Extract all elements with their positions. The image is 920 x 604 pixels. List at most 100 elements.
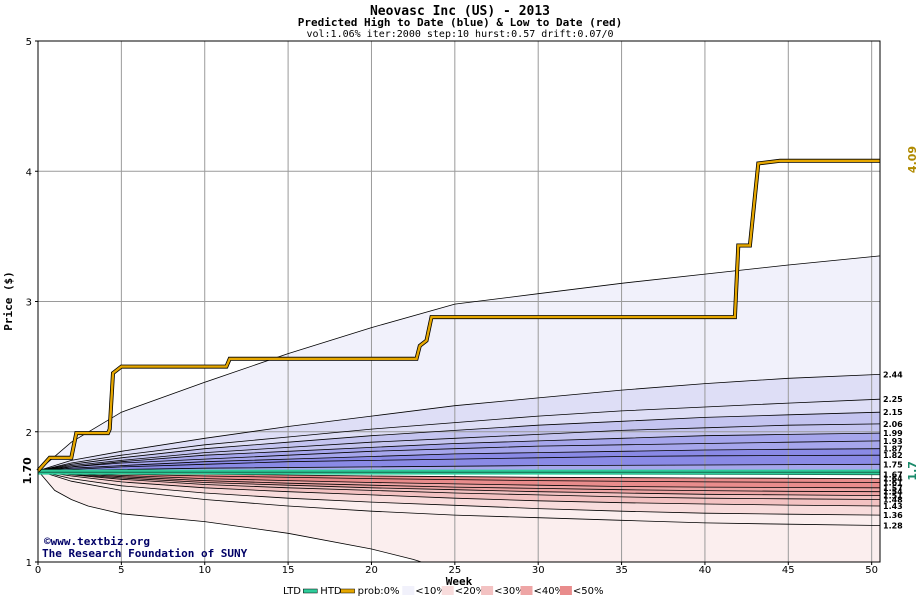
low-quantile-line-3	[37, 470, 881, 493]
credit-copyright: ©www.textbiz.org	[44, 535, 150, 548]
quantile-label-5: 1.99	[883, 429, 903, 438]
quantile-label-12: 1.61	[883, 479, 903, 488]
low-band-7	[38, 470, 880, 526]
quantile-label-1: 2.44	[883, 370, 903, 379]
low-band-1	[38, 470, 880, 488]
legend-p50-label: <50%	[573, 586, 604, 597]
high-quantile-line-9	[37, 463, 881, 472]
high-quantile-line-8	[37, 454, 881, 472]
high-band-0	[38, 255, 880, 471]
legend-prob-label: prob:0%	[358, 586, 400, 597]
legend-swatch-10	[402, 586, 415, 595]
high-quantile-line-2	[37, 398, 881, 472]
legend-swatch-20	[441, 586, 454, 595]
low-band-8	[38, 470, 880, 562]
y-tick-label-4: 5	[26, 37, 32, 48]
high-band-2	[38, 399, 880, 471]
high-quantile-line-7	[37, 448, 881, 472]
end-close-label: 1.7	[906, 461, 919, 481]
quantile-label-14: 1.54	[883, 488, 903, 497]
legend-ltd-label: LTD	[283, 586, 301, 597]
low-band-4	[38, 470, 880, 500]
x-tick-label-1: 5	[118, 565, 124, 576]
x-tick-label-4: 20	[365, 565, 378, 576]
high-quantile-line-0	[37, 255, 881, 472]
x-tick-label-5: 25	[448, 565, 461, 576]
low-quantile-line-2	[37, 470, 881, 489]
legend-htd-label: HTD	[320, 586, 342, 597]
x-tick-label-2: 10	[198, 565, 211, 576]
high-band-7	[38, 448, 880, 471]
y-tick-label-0: 1	[26, 558, 32, 569]
low-band-6	[38, 470, 880, 516]
legend-p10-label: <10%	[415, 586, 446, 597]
chart-title: Neovasc Inc (US) - 2013	[370, 4, 550, 19]
x-axis-label: Week	[446, 575, 473, 588]
low-quantile-line-7	[37, 470, 881, 516]
legend-swatch-30	[481, 586, 494, 595]
high-band-8	[38, 455, 880, 471]
legend-swatch-50	[559, 586, 572, 595]
high-band-3	[38, 412, 880, 471]
x-tick-label-6: 30	[532, 565, 545, 576]
low-quantile-line-4	[37, 470, 881, 496]
quantile-label-10: 1.67	[883, 471, 903, 480]
high-band-6	[38, 440, 880, 471]
legend-htd-swatch	[340, 588, 355, 594]
low-quantile-line-6	[37, 470, 881, 507]
quantile-label-18: 1.36	[883, 511, 903, 520]
quantile-label-8: 1.82	[883, 451, 903, 460]
chart-subtitle: Predicted High to Date (blue) & Low to D…	[298, 16, 623, 29]
low-quantile-line-9	[37, 470, 880, 563]
legend-swatch-40	[520, 586, 533, 595]
quantile-label-19: 1.28	[883, 522, 903, 531]
low-band-0	[38, 470, 880, 483]
legend-p20-label: <20%	[455, 586, 486, 597]
quantile-label-6: 1.93	[883, 437, 903, 446]
quantile-label-2: 2.25	[883, 395, 903, 404]
high-quantile-line-5	[37, 432, 881, 472]
credit-org: The Research Foundation of SUNY	[42, 547, 248, 560]
htd-line	[37, 159, 880, 472]
high-band-4	[38, 423, 880, 471]
x-tick-label-3: 15	[282, 565, 295, 576]
high-band-1	[38, 374, 880, 471]
plot-area: 2.44 2.25 2.15 2.061.991.931.871.821.75 1.67…	[36, 40, 903, 563]
high-quantile-line-1	[37, 374, 881, 472]
chart-params: vol:1.06% iter:2000 step:10 hurst:0.57 d…	[306, 29, 613, 40]
low-quantile-line-8	[37, 470, 881, 526]
start-value-label: 1.70	[21, 457, 34, 484]
legend-p40-label: <40%	[534, 586, 565, 597]
quantile-label-15: 1.51	[883, 492, 903, 501]
end-high-label: 4.09	[906, 146, 919, 173]
y-tick-label-3: 4	[26, 167, 32, 178]
x-tick-label-7: 35	[615, 565, 628, 576]
quantile-label-17: 1.43	[883, 502, 903, 511]
x-tick-label-0: 0	[35, 565, 41, 576]
x-tick-label-9: 45	[782, 565, 795, 576]
y-axis-label: Price ($)	[2, 271, 15, 331]
low-band-3	[38, 470, 880, 496]
quantile-label-9: 1.75	[883, 460, 903, 469]
x-tick-label-10: 50	[865, 565, 878, 576]
quantile-label-4: 2.06	[883, 420, 903, 429]
y-tick-label-2: 3	[26, 298, 32, 309]
high-quantile-line-3	[37, 411, 881, 472]
x-tick-label-8: 40	[699, 565, 712, 576]
low-band-5	[38, 470, 880, 506]
low-band-2	[38, 470, 880, 492]
quantile-label-7: 1.87	[883, 445, 903, 454]
low-quantile-line-5	[37, 470, 881, 500]
quantile-label-13: 1.57	[883, 484, 903, 493]
high-quantile-line-4	[37, 423, 881, 472]
legend-ltd-swatch	[303, 588, 318, 594]
y-tick-label-1: 2	[26, 428, 32, 439]
quantile-label-11: 1.64	[883, 475, 903, 484]
legend-p30-label: <30%	[494, 586, 525, 597]
high-quantile-line-6	[37, 440, 881, 472]
quantile-label-3: 2.15	[883, 408, 903, 417]
legend: LTD HTD prob:0% <10% <20% <30% <40% <50%	[283, 586, 604, 597]
